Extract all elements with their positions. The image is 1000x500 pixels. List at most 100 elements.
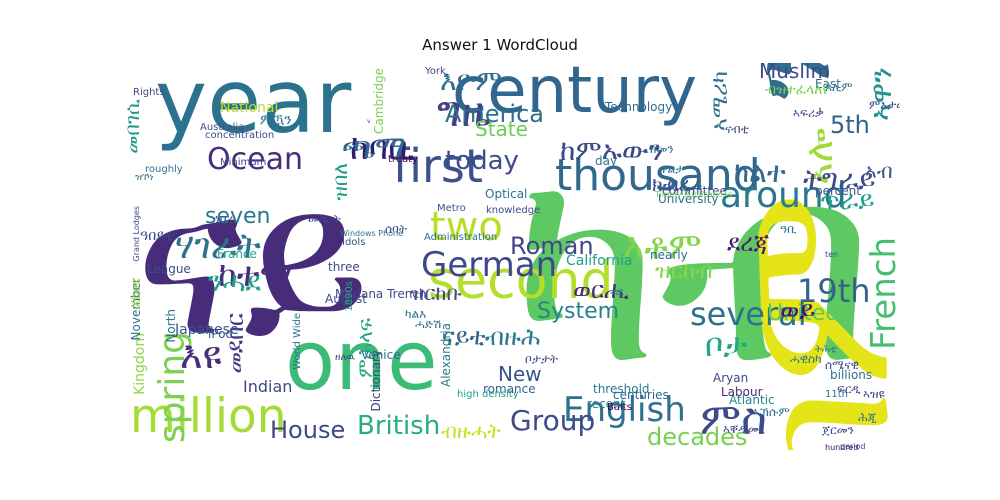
cloud-word: System <box>537 299 620 324</box>
cloud-word: ሓደ <box>610 287 624 298</box>
cloud-word: ነበረ <box>215 212 234 226</box>
cloud-word: Cambridge <box>372 68 386 134</box>
cloud-word: ካብ <box>513 108 875 423</box>
cloud-word: August <box>325 292 367 306</box>
cloud-word: ዝርከቡ <box>410 281 462 305</box>
cloud-word: ዘለዉ <box>335 352 355 363</box>
cloud-word: Roman <box>510 232 594 260</box>
cloud-word: romance <box>483 382 536 396</box>
cloud-word: first <box>393 139 483 193</box>
cloud-word: ጫማ <box>342 128 406 166</box>
cloud-word: Kingdom <box>132 333 148 395</box>
cloud-word: Timely Publications <box>655 190 733 199</box>
cloud-word: Indian <box>243 377 293 396</box>
cloud-word: ወይ <box>780 296 816 326</box>
cloud-word: League <box>147 262 191 276</box>
cloud-word: Windows Phone <box>340 229 404 238</box>
cloud-word: Muslim <box>759 63 830 83</box>
cloud-word: እዩ <box>180 333 222 377</box>
cloud-word: Mariana Trench <box>335 287 427 301</box>
cloud-word: ሰባት <box>385 222 408 236</box>
cloud-word: Ocean <box>207 142 303 177</box>
cloud-word: ምእታው <box>869 98 900 112</box>
cloud-word: ኣኽሱም <box>753 405 790 419</box>
cloud-word: decades <box>647 423 748 450</box>
cloud-word: University <box>658 192 719 206</box>
cloud-word: v <box>367 118 371 125</box>
cloud-word: Alexandria <box>439 323 453 388</box>
cloud-word: ክልተ <box>734 156 786 189</box>
cloud-word: ሃገራት <box>175 226 261 267</box>
cloud-word: Metro <box>437 203 466 214</box>
cloud-word: ዋልታ <box>660 162 685 176</box>
cloud-word: ዓቢ <box>780 222 797 236</box>
cloud-word: State <box>475 117 528 141</box>
cloud-word: ዝበለ <box>328 163 352 201</box>
cloud-word: York <box>425 66 446 77</box>
cloud-word: ኣብ <box>865 159 893 183</box>
cloud-word: North <box>164 309 178 343</box>
cloud-word: period <box>840 442 866 451</box>
cloud-word: ናብቲ <box>725 122 749 136</box>
cloud-word: ሓዊስካ <box>790 352 822 366</box>
cloud-word: United <box>767 301 840 326</box>
cloud-word: 5th <box>830 111 870 139</box>
cloud-word: British <box>357 411 441 441</box>
cloud-word: French <box>864 237 900 351</box>
word-cloud: ናይyearካብንከምonecenturysecondthousandmilli… <box>125 63 900 450</box>
cloud-word: ብዝተፈላለየ <box>765 82 830 98</box>
cloud-word: three <box>328 260 360 274</box>
cloud-word: several <box>690 295 807 333</box>
cloud-word: New <box>498 362 542 386</box>
cloud-word: 1890s <box>344 281 355 312</box>
cloud-word: America <box>445 100 544 128</box>
cloud-word: ክብረ <box>652 172 690 196</box>
cloud-word: Labour <box>721 385 763 399</box>
cloud-word: ካልእ <box>405 307 427 321</box>
cloud-word: ናይቲ <box>442 323 486 351</box>
cloud-word: Balts <box>607 402 632 413</box>
cloud-word: two <box>430 204 503 250</box>
cloud-word: ጀርመን <box>822 423 854 437</box>
cloud-word: ምዃን <box>260 112 292 128</box>
cloud-word: knowledge <box>486 205 541 216</box>
cloud-word: ዝርከብ <box>655 259 713 284</box>
cloud-word: second <box>428 251 614 311</box>
cloud-word: concentration <box>205 130 275 141</box>
cloud-word: Administration <box>424 232 498 243</box>
cloud-word: roughly <box>145 164 183 175</box>
cloud-word: ፍርዲ <box>837 382 861 396</box>
cloud-word: ቦታ <box>705 326 748 364</box>
cloud-word: threshold <box>593 382 650 396</box>
cloud-word: billions <box>830 368 873 382</box>
cloud-word: National <box>220 100 279 116</box>
cloud-word: centuries <box>613 388 669 402</box>
cloud-word: iPod <box>208 327 234 341</box>
cloud-word: English <box>563 390 686 430</box>
cloud-word: Xbox <box>129 278 143 308</box>
cloud-word: መሰረት <box>308 212 341 226</box>
cloud-word: California <box>566 253 633 269</box>
cloud-word: ወርሒ <box>573 276 629 304</box>
cloud-word: German <box>421 245 558 285</box>
cloud-word: around <box>720 175 847 216</box>
cloud-word: today <box>445 146 519 176</box>
cloud-word: year <box>155 63 352 153</box>
cloud-word: thousand <box>555 150 761 201</box>
cloud-word: Venice <box>361 348 401 362</box>
cloud-word: high density <box>457 389 519 400</box>
cloud-word: ብዙሕ <box>485 323 541 351</box>
cloud-word: ሓድሽ <box>415 317 442 331</box>
cloud-word: France <box>217 247 257 261</box>
cloud-word: 11th <box>825 389 848 400</box>
cloud-word: Australia <box>200 122 245 133</box>
cloud-word: እቶም <box>623 226 702 267</box>
cloud-word: እዮም <box>440 64 502 97</box>
cloud-word: መበገሲ <box>125 99 144 154</box>
cloud-word: 19th <box>797 272 871 310</box>
cloud-word: World Wide <box>292 313 303 370</box>
cloud-word: Aryan <box>713 371 749 385</box>
cloud-word: Rights <box>133 87 165 98</box>
cloud-word: percent <box>815 184 861 198</box>
